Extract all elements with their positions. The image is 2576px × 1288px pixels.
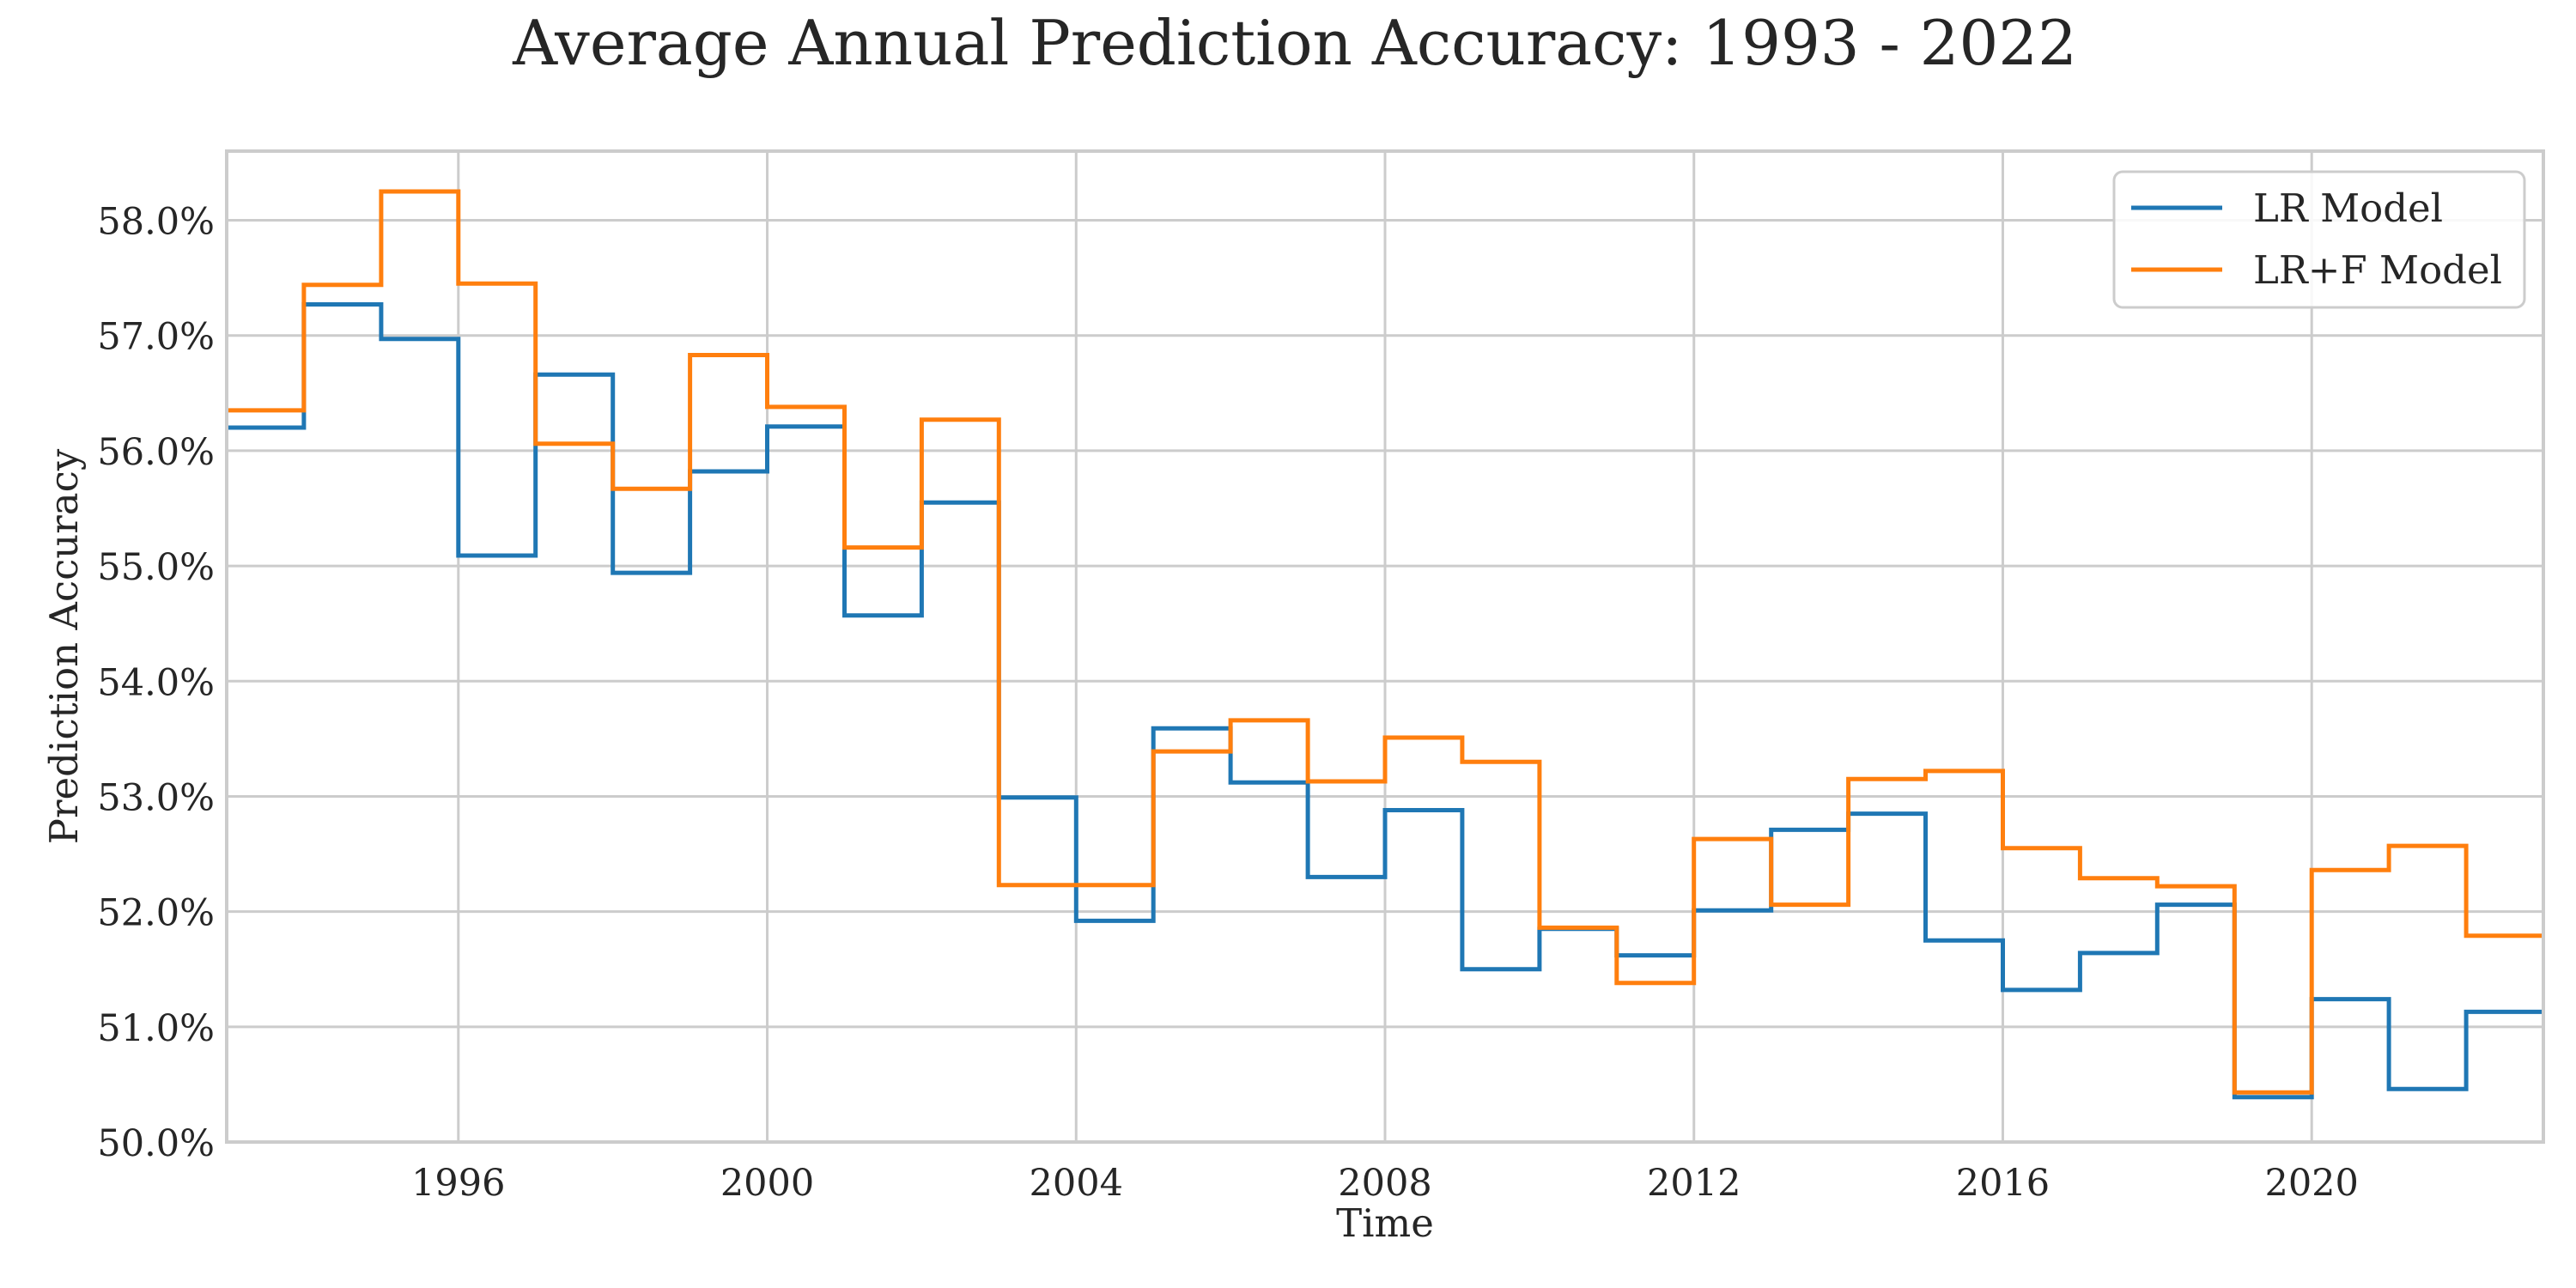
- series-line-lr-model: [227, 302, 2543, 1100]
- x-tick-label: 2004: [1030, 1162, 1123, 1205]
- legend-label: LR+F Model: [2253, 247, 2502, 293]
- legend-label: LR Model: [2253, 185, 2443, 231]
- x-tick-label: 2016: [1956, 1162, 2050, 1205]
- y-tick-label: 50.0%: [97, 1122, 215, 1165]
- x-tick-label: 2012: [1647, 1162, 1741, 1205]
- x-tick-label: 2020: [2264, 1162, 2358, 1205]
- tick-layer: 1996 2000 2004 2008 2012 2016 2020 50.0% 51.0% 52…: [97, 201, 2359, 1205]
- y-axis-label: Prediction Accuracy: [41, 448, 87, 844]
- y-tick-label: 58.0%: [97, 201, 215, 244]
- y-tick-label: 55.0%: [97, 546, 215, 589]
- chart-title: Average Annual Prediction Accuracy: 1993…: [512, 7, 2077, 79]
- y-tick-label: 53.0%: [97, 776, 215, 819]
- y-tick-label: 57.0%: [97, 316, 215, 359]
- y-tick-label: 56.0%: [97, 431, 215, 474]
- plot-frame: [225, 149, 2545, 1144]
- x-tick-label: 2008: [1338, 1162, 1431, 1205]
- x-tick-label: 2000: [720, 1162, 814, 1205]
- y-tick-label: 52.0%: [97, 892, 215, 935]
- series-layer: [227, 189, 2543, 1100]
- series-line-lr-f-model: [227, 189, 2543, 1095]
- y-tick-label: 54.0%: [97, 661, 215, 704]
- legend: LR Model LR+F Model: [2112, 170, 2526, 309]
- x-axis-label: Time: [1336, 1200, 1434, 1246]
- x-tick-label: 1996: [411, 1162, 505, 1205]
- y-tick-label: 51.0%: [97, 1007, 215, 1050]
